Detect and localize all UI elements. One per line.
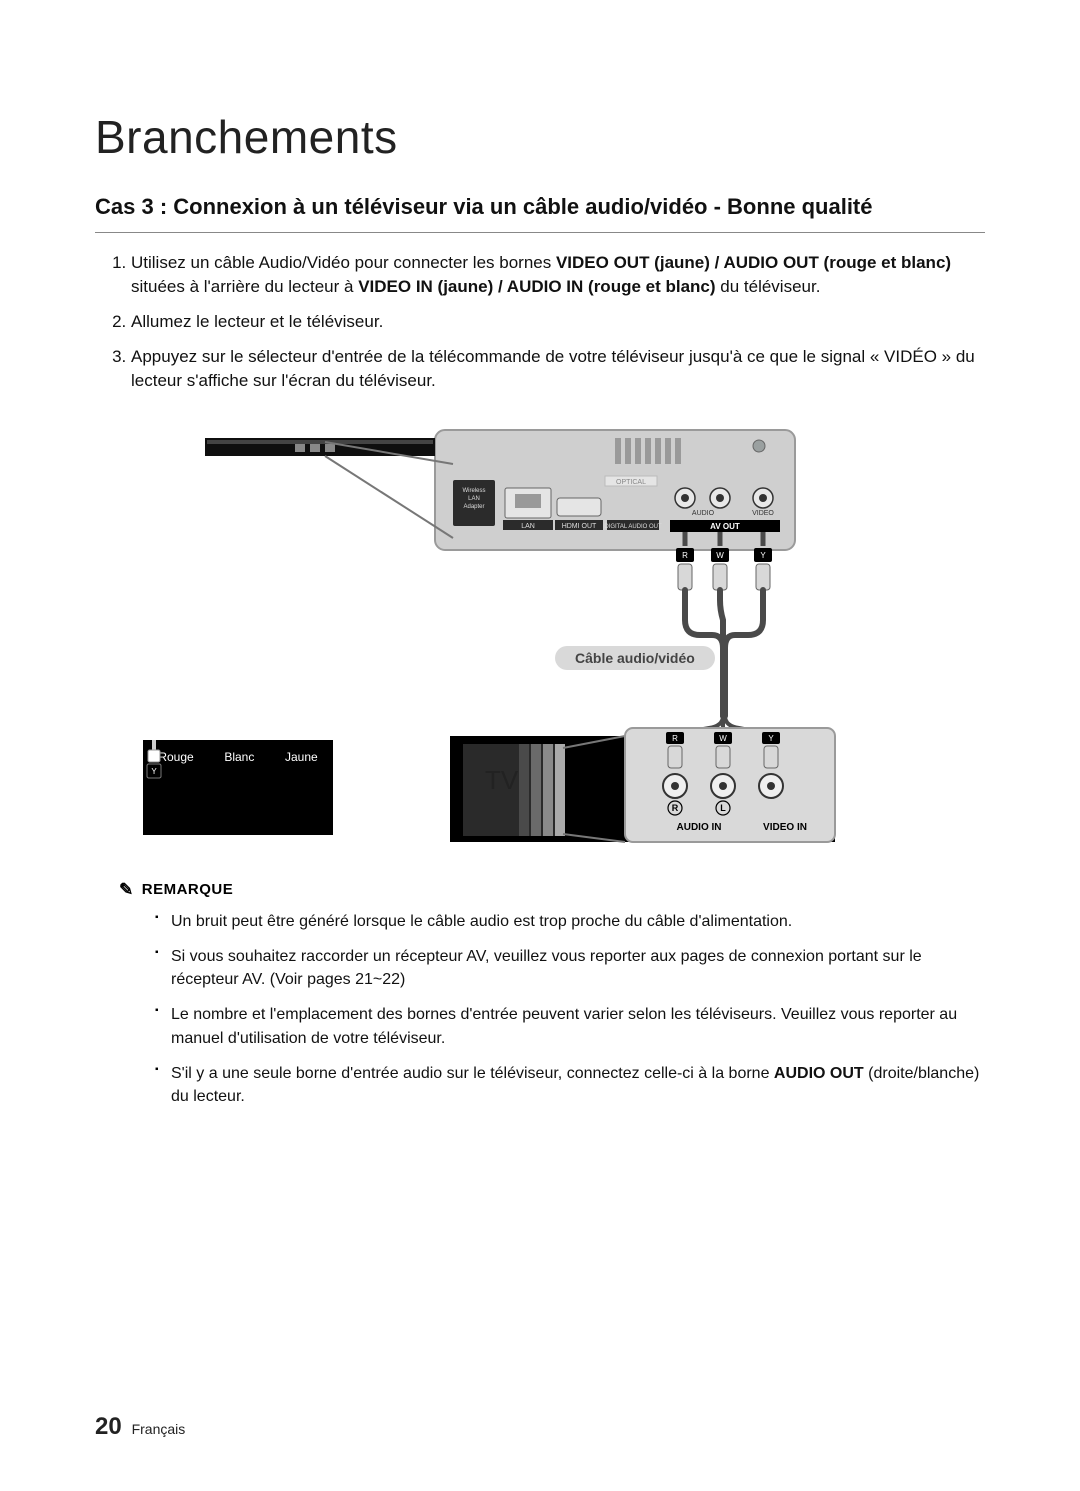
rl-label: L <box>720 803 726 813</box>
port-label: LAN <box>521 523 535 530</box>
usb-label: Adapter <box>463 504 484 510</box>
note-item: S'il y a une seule borne d'entrée audio … <box>155 1062 985 1108</box>
plug-letter: R <box>682 551 688 560</box>
audio-in-label: AUDIO IN <box>677 822 722 833</box>
video-label: VIDEO <box>752 510 774 517</box>
notes-list: Un bruit peut être généré lorsque le câb… <box>155 910 985 1108</box>
page-footer: 20 Français <box>95 1413 185 1441</box>
section-subtitle: Cas 3 : Connexion à un téléviseur via un… <box>95 192 985 222</box>
step-run: VIDEO IN (jaune) / AUDIO IN (rouge et bl… <box>358 277 715 296</box>
step-run: du téléviseur. <box>716 277 821 296</box>
port-label: HDMI OUT <box>562 523 597 530</box>
legend-item: YJaune <box>285 750 318 764</box>
legend-item: WBlanc <box>224 750 254 764</box>
legend-label: Jaune <box>285 750 318 764</box>
plug-letter: W <box>716 551 724 560</box>
plug-letter: R <box>672 734 678 743</box>
divider <box>95 232 985 233</box>
note-item: Le nombre et l'emplacement des bornes d'… <box>155 1003 985 1049</box>
legend-label: Blanc <box>224 750 254 764</box>
step-run: VIDEO OUT (jaune) / AUDIO OUT (rouge et … <box>556 253 951 272</box>
plug-letter: Y <box>760 551 766 560</box>
note-item: Un bruit peut être généré lorsque le câb… <box>155 910 985 933</box>
port-label: OPTICAL <box>616 479 646 486</box>
pencil-icon: ✎ <box>119 880 134 900</box>
step-run: Appuyez sur le sélecteur d'entrée de la … <box>131 347 975 391</box>
tv-input-panel: R W Y R L AUDI <box>625 728 835 842</box>
port-label: DIGITAL AUDIO OUT <box>604 524 662 530</box>
panel-rca-jacks <box>675 488 773 508</box>
page-number: 20 <box>95 1413 122 1440</box>
note-item: Si vous souhaitez raccorder un récepteur… <box>155 945 985 991</box>
usb-label: LAN <box>468 496 480 502</box>
tv-label: TV <box>485 765 518 796</box>
step-run: AUDIO OUT <box>774 1065 864 1082</box>
step-run: Le nombre et l'emplacement des bornes d'… <box>171 1006 957 1046</box>
language-label: Français <box>132 1421 186 1437</box>
step-run: S'il y a une seule borne d'entrée audio … <box>171 1065 774 1082</box>
step-run: Si vous souhaitez raccorder un récepteur… <box>171 948 922 988</box>
player-back-panel: Wireless LAN Adapter LAN HDMI OUT DIGITA… <box>435 430 795 550</box>
video-in-label: VIDEO IN <box>763 822 807 833</box>
color-legend: RRougeWBlancYJaune <box>143 740 333 835</box>
plug-icon: Y <box>143 740 165 784</box>
step-run: Utilisez un câble Audio/Vidéo pour conne… <box>131 253 556 272</box>
player-silhouette <box>205 438 453 538</box>
avout-label: AV OUT <box>710 522 740 531</box>
step-item: Appuyez sur le sélecteur d'entrée de la … <box>131 345 985 394</box>
plug-letter: Y <box>768 734 774 743</box>
legend-row: RRougeWBlancYJaune <box>143 740 333 764</box>
rl-label: R <box>672 803 679 813</box>
cable-label-pill: Câble audio/vidéo <box>555 646 715 670</box>
steps-list: Utilisez un câble Audio/Vidéo pour conne… <box>95 251 985 394</box>
step-item: Allumez le lecteur et le téléviseur. <box>131 310 985 335</box>
audio-label: AUDIO <box>692 510 715 517</box>
notes-heading-label: REMARQUE <box>142 881 234 898</box>
manual-page: Branchements Cas 3 : Connexion à un télé… <box>0 0 1080 1491</box>
plug-letter: W <box>719 734 727 743</box>
step-run: situées à l'arrière du lecteur à <box>131 277 358 296</box>
usb-label: Wireless <box>462 488 485 494</box>
step-run: Un bruit peut être généré lorsque le câb… <box>171 913 792 930</box>
step-run: Allumez le lecteur et le téléviseur. <box>131 312 383 331</box>
svg-text:Y: Y <box>151 767 157 776</box>
step-item: Utilisez un câble Audio/Vidéo pour conne… <box>131 251 985 300</box>
page-title: Branchements <box>95 110 985 164</box>
connection-diagram: Wireless LAN Adapter LAN HDMI OUT DIGITA… <box>115 420 955 850</box>
notes-heading: ✎ REMARQUE <box>119 880 985 900</box>
